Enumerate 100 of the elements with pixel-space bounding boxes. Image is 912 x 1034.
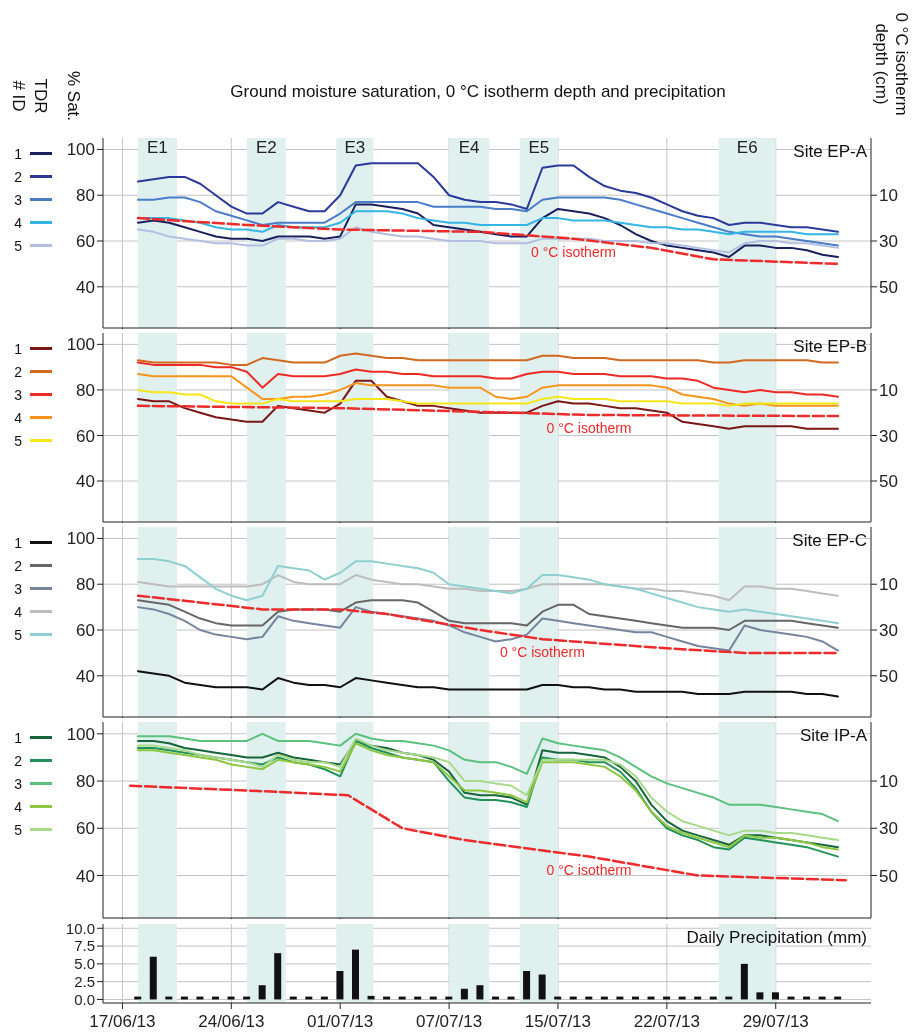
x-tick-label: 17/06/13 <box>89 1012 156 1031</box>
line-series <box>137 196 839 247</box>
y-tick-label: 60 <box>76 232 95 252</box>
x-tick-label: 29/07/13 <box>742 1012 809 1031</box>
x-tick-label: 22/07/13 <box>633 1012 700 1031</box>
y-tick-label: 100 <box>66 335 95 355</box>
bar <box>460 988 468 1000</box>
chart-subtitle: Site EP-B <box>793 337 867 357</box>
line-series <box>136 404 840 418</box>
y-tick-label: 40 <box>76 866 95 886</box>
y2-axis-title: 0 °C isotherm depth (cm) <box>871 11 911 118</box>
y-axis-title: % Sat. <box>63 69 84 124</box>
y-tick-label: 80 <box>76 380 95 400</box>
band-label: E4 <box>458 138 480 158</box>
y-tick-label: 60 <box>76 621 95 641</box>
bar <box>756 992 764 1000</box>
y-tick-label: 7.5 <box>74 937 95 955</box>
y-tick-label: 100 <box>66 140 95 160</box>
y2-tick-label: 30 <box>879 621 898 641</box>
y-tick-label: 80 <box>76 575 95 595</box>
legend-title: TDR # ID <box>7 77 50 116</box>
bar <box>740 963 748 1000</box>
series-label: 0 °C isotherm <box>531 243 617 260</box>
y-tick-label: 5.0 <box>74 955 95 973</box>
legend-label: 5 <box>13 237 22 254</box>
line-series <box>137 372 839 407</box>
legend-label: 3 <box>13 191 22 208</box>
y2-tick-label: 50 <box>879 866 898 886</box>
y-tick-label: 40 <box>76 472 95 492</box>
bar <box>523 970 531 1000</box>
y2-tick-label: 30 <box>879 819 898 839</box>
y-tick-label: 40 <box>76 277 95 297</box>
chart-title: Ground moisture saturation, 0 °C isotherm depth and precipitation <box>230 82 726 101</box>
chart-subtitle: Site EP-A <box>793 142 867 162</box>
x-tick-label: 07/07/13 <box>415 1012 483 1031</box>
line-series <box>137 352 839 366</box>
y-tick-label: 60 <box>76 819 95 839</box>
band-label: E3 <box>344 138 366 158</box>
y2-tick-label: 50 <box>879 277 898 297</box>
y-tick-label: 100 <box>66 529 95 549</box>
line-series <box>137 388 839 407</box>
legend-label: 3 <box>13 580 22 597</box>
y-tick-label: 60 <box>76 426 95 446</box>
line-series <box>137 361 839 398</box>
line-series <box>136 594 840 655</box>
bar <box>274 953 282 1000</box>
line-series <box>136 216 840 266</box>
y-tick-label: 100 <box>66 724 95 744</box>
legend-label: 2 <box>13 168 22 185</box>
bar <box>149 956 157 1000</box>
bar <box>476 985 484 1000</box>
chart-subtitle: Site EP-C <box>792 531 867 551</box>
line-series <box>137 599 839 632</box>
bar <box>538 974 546 1000</box>
band-label: E6 <box>736 138 758 158</box>
line-series <box>137 670 839 698</box>
y2-tick-label: 30 <box>879 232 898 252</box>
x-tick-label: 15/07/13 <box>524 1012 592 1031</box>
y-tick-label: 10.0 <box>65 919 95 937</box>
legend-label: 2 <box>13 752 22 769</box>
legend-label: 1 <box>13 145 22 162</box>
legend-label: 4 <box>13 603 22 620</box>
bar <box>351 949 359 1000</box>
series-label: 0 °C isotherm <box>546 419 632 436</box>
y-tick-label: 40 <box>76 666 95 686</box>
y2-tick-label: 10 <box>879 380 898 400</box>
legend-label: 5 <box>13 432 22 449</box>
y2-tick-label: 30 <box>879 426 898 446</box>
legend-label: 5 <box>13 821 22 838</box>
legend-label: 4 <box>13 798 22 815</box>
y2-tick-label: 10 <box>879 186 898 206</box>
legend-label: 1 <box>13 729 22 746</box>
x-tick-label: 24/06/13 <box>198 1012 265 1031</box>
legend-label: 3 <box>13 386 22 403</box>
legend-label: 1 <box>13 340 22 357</box>
legend-label: 2 <box>13 557 22 574</box>
y2-tick-label: 10 <box>879 575 898 595</box>
series-label: 0 °C isotherm <box>499 644 585 661</box>
y-tick-label: 2.5 <box>74 972 95 990</box>
y2-tick-label: 50 <box>879 666 898 686</box>
bar <box>258 985 266 1000</box>
chart-subtitle: Daily Precipitation (mm) <box>686 928 867 948</box>
chart-subtitle: Site IP-A <box>799 726 867 746</box>
y2-tick-label: 10 <box>879 772 898 792</box>
line-series <box>137 162 839 233</box>
band-label: E2 <box>255 138 277 158</box>
y2-tick-label: 50 <box>879 472 898 492</box>
bar <box>336 970 344 1000</box>
series-label: 0 °C isotherm <box>546 861 632 878</box>
legend-label: 4 <box>13 214 22 231</box>
y-tick-label: 80 <box>76 186 95 206</box>
bar <box>771 992 779 1000</box>
band-label: E1 <box>147 138 168 158</box>
legend-label: 1 <box>13 534 22 551</box>
y-tick-label: 0.0 <box>74 990 95 1008</box>
line-series <box>137 203 839 259</box>
y-tick-label: 80 <box>76 772 95 792</box>
line-series <box>137 558 839 625</box>
legend-label: 4 <box>13 409 22 426</box>
legend-label: 3 <box>13 775 22 792</box>
